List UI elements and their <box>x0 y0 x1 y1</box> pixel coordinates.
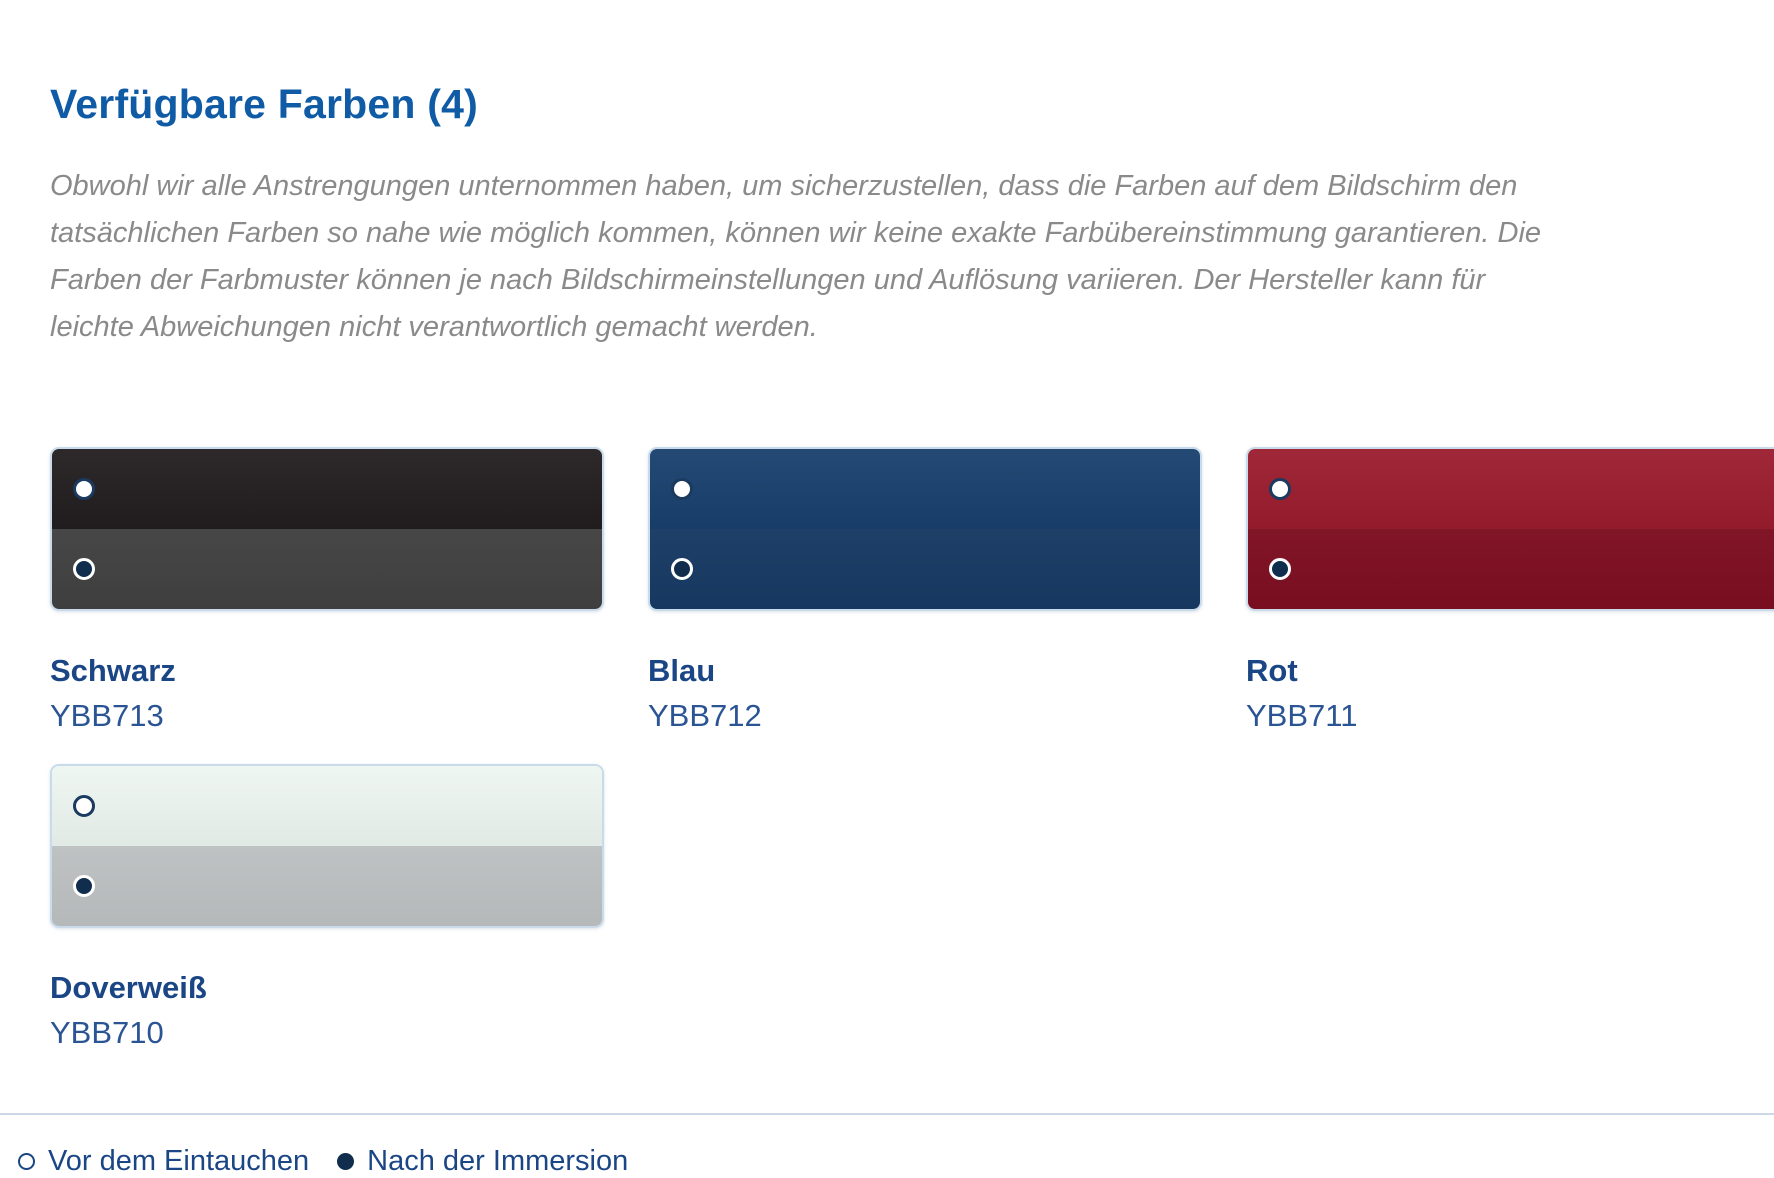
swatch-before-half[interactable] <box>52 766 602 846</box>
section-divider <box>0 1113 1774 1115</box>
legend-before-icon <box>18 1153 35 1170</box>
color-disclaimer-text: Obwohl wir alle Anstrengungen unternomme… <box>50 170 1542 343</box>
color-swatch-grid: Schwarz YBB713 Blau YBB712 <box>50 447 1774 1081</box>
color-swatch <box>1246 447 1774 611</box>
swatch-code: YBB712 <box>648 698 762 733</box>
swatch-code: YBB710 <box>50 1015 164 1050</box>
swatch-before-half[interactable] <box>52 449 602 529</box>
swatch-after-half[interactable] <box>1248 529 1774 609</box>
swatch-name: Blau <box>648 653 716 688</box>
color-swatch <box>50 764 604 928</box>
radio-before-icon[interactable] <box>73 478 95 500</box>
swatch-card-schwarz: Schwarz YBB713 <box>50 447 604 734</box>
swatch-code: YBB711 <box>1246 698 1358 733</box>
swatch-after-half[interactable] <box>650 529 1200 609</box>
swatch-after-half[interactable] <box>52 846 602 926</box>
swatch-name: Schwarz <box>50 653 176 688</box>
radio-before-icon[interactable] <box>1269 478 1291 500</box>
radio-after-icon[interactable] <box>73 875 95 897</box>
page-title: Verfügbare Farben (4) <box>50 81 478 127</box>
radio-after-icon[interactable] <box>1269 558 1291 580</box>
legend-after-label: Nach der Immersion <box>367 1145 629 1177</box>
radio-after-icon[interactable] <box>671 558 693 580</box>
color-swatch <box>50 447 604 611</box>
color-swatch <box>648 447 1202 611</box>
swatch-card-doverweiss: Doverweiß YBB710 <box>50 764 604 1051</box>
swatch-after-half[interactable] <box>52 529 602 609</box>
swatch-name: Doverweiß <box>50 970 207 1005</box>
legend-after-icon <box>337 1153 355 1170</box>
swatch-card-blau: Blau YBB712 <box>648 447 1202 734</box>
legend-item-after: Nach der Immersion <box>337 1145 628 1178</box>
legend-before-label: Vor dem Eintauchen <box>48 1145 310 1177</box>
swatch-name: Rot <box>1246 653 1298 688</box>
swatch-before-half[interactable] <box>1248 449 1774 529</box>
immersion-legend: Vor dem Eintauchen Nach der Immersion <box>0 1115 1774 1178</box>
swatch-before-half[interactable] <box>650 449 1200 529</box>
legend-item-before: Vor dem Eintauchen <box>18 1145 309 1178</box>
radio-after-icon[interactable] <box>73 558 95 580</box>
swatch-card-rot: Rot YBB711 <box>1246 447 1774 734</box>
radio-before-icon[interactable] <box>671 478 693 500</box>
radio-before-icon[interactable] <box>73 795 95 817</box>
swatch-code: YBB713 <box>50 698 164 733</box>
